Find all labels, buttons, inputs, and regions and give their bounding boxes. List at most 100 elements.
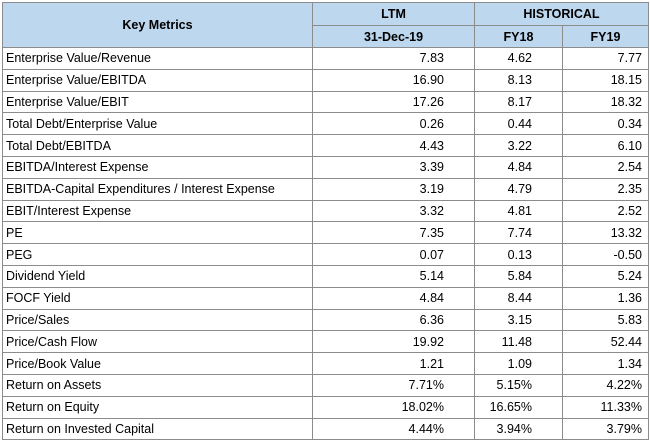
table-row: Dividend Yield 5.14 5.84 5.24 xyxy=(2,264,649,288)
table-row: Total Debt/EBITDA 4.43 3.22 6.10 xyxy=(2,134,649,157)
table-row: Price/Book Value 1.21 1.09 1.34 xyxy=(2,352,649,375)
table-row: Enterprise Value/EBIT 17.26 8.17 18.32 xyxy=(2,90,649,114)
fy19-value-cell: 4.22% xyxy=(562,373,649,397)
fy19-value-cell: 2.52 xyxy=(562,199,649,223)
fy19-value-cell: 7.77 xyxy=(562,47,649,70)
metric-name-cell: EBITDA-Capital Expenditures / Interest E… xyxy=(2,177,313,201)
table-row: PEG 0.07 0.13 -0.50 xyxy=(2,243,649,266)
ltm-value-cell: 4.84 xyxy=(312,286,475,310)
ltm-value-cell: 19.92 xyxy=(312,330,475,354)
fy19-value-cell: 0.34 xyxy=(562,112,649,136)
fy18-value-cell: 8.17 xyxy=(474,90,563,114)
ltm-value-cell: 0.07 xyxy=(312,243,475,266)
ltm-value-cell: 1.21 xyxy=(312,352,475,375)
fy18-value-cell: 1.09 xyxy=(474,352,563,375)
fy18-value-cell: 4.79 xyxy=(474,177,563,201)
ltm-value-cell: 7.35 xyxy=(312,221,475,245)
fy19-header: FY19 xyxy=(562,25,649,48)
header-row-bottom: 31-Dec-19 FY18 FY19 xyxy=(3,25,649,48)
metrics-body: Enterprise Value/Revenue 7.83 4.62 7.77 Ente… xyxy=(2,47,649,441)
fy19-value-cell: 18.32 xyxy=(562,90,649,114)
ltm-value-cell: 5.14 xyxy=(312,264,475,288)
ltm-value-cell: 7.83 xyxy=(312,47,475,70)
ltm-value-cell: 3.39 xyxy=(312,155,475,179)
fy18-value-cell: 16.65% xyxy=(474,395,563,419)
ltm-header: LTM xyxy=(312,2,475,26)
fy19-value-cell: 18.15 xyxy=(562,68,649,92)
fy19-value-cell: 2.54 xyxy=(562,155,649,179)
metric-name-cell: Total Debt/Enterprise Value xyxy=(2,112,313,136)
table-row: EBITDA-Capital Expenditures / Interest E… xyxy=(2,177,649,201)
metric-name-cell: PEG xyxy=(2,243,313,266)
metric-name-cell: FOCF Yield xyxy=(2,286,313,310)
fy18-value-cell: 3.94% xyxy=(474,417,563,441)
table-row: Price/Sales 6.36 3.15 5.83 xyxy=(2,308,649,332)
fy18-value-cell: 8.44 xyxy=(474,286,563,310)
fy18-value-cell: 4.81 xyxy=(474,199,563,223)
fy18-value-cell: 11.48 xyxy=(474,330,563,354)
ltm-date-header: 31-Dec-19 xyxy=(312,25,475,48)
metric-name-cell: Return on Equity xyxy=(2,395,313,419)
metric-name-cell: PE xyxy=(2,221,313,245)
metric-name-cell: Dividend Yield xyxy=(2,264,313,288)
table-row: Return on Assets 7.71% 5.15% 4.22% xyxy=(2,373,649,397)
table-row: Enterprise Value/EBITDA 16.90 8.13 18.15 xyxy=(2,68,649,92)
metric-name-cell: Return on Assets xyxy=(2,373,313,397)
fy19-value-cell: 6.10 xyxy=(562,134,649,157)
ltm-value-cell: 18.02% xyxy=(312,395,475,419)
key-metrics-table: Key Metrics LTM HISTORICAL 31-Dec-19 FY1… xyxy=(2,2,649,441)
table-row: Price/Cash Flow 19.92 11.48 52.44 xyxy=(2,330,649,354)
fy19-value-cell: 5.24 xyxy=(562,264,649,288)
metric-name-cell: Price/Book Value xyxy=(2,352,313,375)
metric-name-cell: Enterprise Value/EBITDA xyxy=(2,68,313,92)
fy18-value-cell: 5.84 xyxy=(474,264,563,288)
table-row: EBITDA/Interest Expense 3.39 4.84 2.54 xyxy=(2,155,649,179)
table-row: EBIT/Interest Expense 3.32 4.81 2.52 xyxy=(2,199,649,223)
ltm-value-cell: 3.19 xyxy=(312,177,475,201)
key-metrics-header: Key Metrics xyxy=(2,2,313,48)
fy19-value-cell: 11.33% xyxy=(562,395,649,419)
table-row: Enterprise Value/Revenue 7.83 4.62 7.77 xyxy=(2,47,649,70)
ltm-value-cell: 17.26 xyxy=(312,90,475,114)
fy19-value-cell: 5.83 xyxy=(562,308,649,332)
fy18-header: FY18 xyxy=(474,25,563,48)
fy18-value-cell: 5.15% xyxy=(474,373,563,397)
fy18-value-cell: 3.22 xyxy=(474,134,563,157)
metric-name-cell: Enterprise Value/Revenue xyxy=(2,47,313,70)
metric-name-cell: Total Debt/EBITDA xyxy=(2,134,313,157)
metric-name-cell: Return on Invested Capital xyxy=(2,417,313,441)
fy18-value-cell: 8.13 xyxy=(474,68,563,92)
metric-name-cell: Price/Cash Flow xyxy=(2,330,313,354)
ltm-value-cell: 3.32 xyxy=(312,199,475,223)
fy19-value-cell: 2.35 xyxy=(562,177,649,201)
metric-name-cell: Enterprise Value/EBIT xyxy=(2,90,313,114)
fy19-value-cell: 13.32 xyxy=(562,221,649,245)
table-row: Return on Equity 18.02% 16.65% 11.33% xyxy=(2,395,649,419)
fy18-value-cell: 7.74 xyxy=(474,221,563,245)
ltm-value-cell: 16.90 xyxy=(312,68,475,92)
metric-name-cell: EBITDA/Interest Expense xyxy=(2,155,313,179)
ltm-value-cell: 4.44% xyxy=(312,417,475,441)
fy19-value-cell: 3.79% xyxy=(562,417,649,441)
header-row-top: Key Metrics LTM HISTORICAL xyxy=(2,2,649,48)
fy19-value-cell: 1.34 xyxy=(562,352,649,375)
ltm-value-cell: 4.43 xyxy=(312,134,475,157)
historical-header: HISTORICAL xyxy=(474,2,649,26)
table-row: Return on Invested Capital 4.44% 3.94% 3.79… xyxy=(2,417,649,441)
fy19-value-cell: -0.50 xyxy=(562,243,649,266)
fy18-value-cell: 4.62 xyxy=(474,47,563,70)
table-row: FOCF Yield 4.84 8.44 1.36 xyxy=(2,286,649,310)
fy18-value-cell: 0.44 xyxy=(474,112,563,136)
fy18-value-cell: 0.13 xyxy=(474,243,563,266)
table-row: Total Debt/Enterprise Value 0.26 0.44 0.34 xyxy=(2,112,649,136)
ltm-value-cell: 0.26 xyxy=(312,112,475,136)
ltm-value-cell: 7.71% xyxy=(312,373,475,397)
fy19-value-cell: 1.36 xyxy=(562,286,649,310)
fy18-value-cell: 3.15 xyxy=(474,308,563,332)
fy19-value-cell: 52.44 xyxy=(562,330,649,354)
metric-name-cell: Price/Sales xyxy=(2,308,313,332)
metric-name-cell: EBIT/Interest Expense xyxy=(2,199,313,223)
ltm-value-cell: 6.36 xyxy=(312,308,475,332)
fy18-value-cell: 4.84 xyxy=(474,155,563,179)
key-metrics-table-container: Key Metrics LTM HISTORICAL 31-Dec-19 FY1… xyxy=(2,2,649,441)
